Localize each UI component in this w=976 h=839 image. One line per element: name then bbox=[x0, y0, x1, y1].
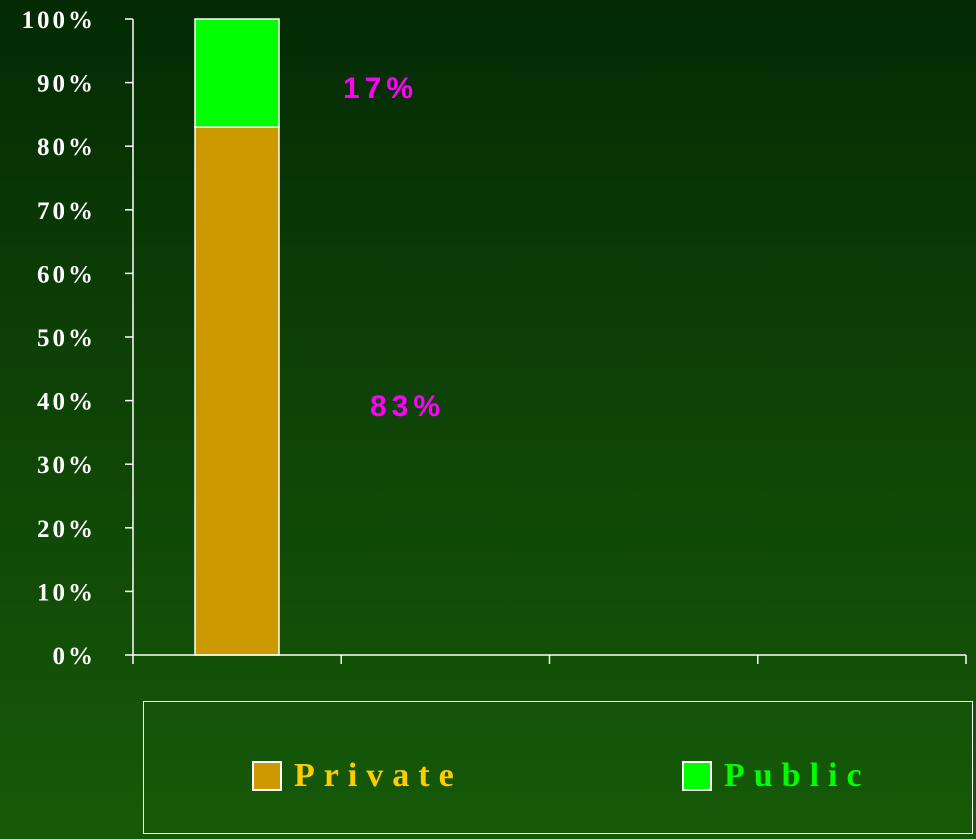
legend-swatch-public bbox=[682, 761, 712, 791]
y-tick-label: 60% bbox=[37, 261, 96, 288]
legend-label-private: Private bbox=[294, 757, 463, 794]
legend-item-private: Private bbox=[252, 759, 463, 793]
y-tick-label: 100% bbox=[22, 7, 97, 34]
y-tick-label: 40% bbox=[37, 389, 96, 416]
y-tick-label: 0% bbox=[53, 643, 97, 670]
data-label-public: 17% bbox=[343, 72, 418, 105]
legend-label-public: Public bbox=[724, 757, 871, 794]
data-label-private: 83% bbox=[370, 390, 445, 423]
bar-public bbox=[194, 18, 280, 128]
legend: Private Public bbox=[143, 701, 973, 834]
y-tick-label: 30% bbox=[37, 452, 96, 479]
bar-private bbox=[194, 126, 280, 656]
y-tick-label: 50% bbox=[37, 325, 96, 352]
y-tick-label: 20% bbox=[37, 516, 96, 543]
legend-item-public: Public bbox=[682, 759, 871, 793]
y-tick-label: 90% bbox=[37, 71, 96, 98]
y-tick-label: 10% bbox=[37, 579, 96, 606]
y-tick-label: 80% bbox=[37, 134, 96, 161]
legend-swatch-private bbox=[252, 761, 282, 791]
bar-chart: 0% 10% 20% 30% 40% 50% 60% 70% 80% 90% 100% 17% 83% bbox=[22, 7, 445, 670]
y-tick-label: 70% bbox=[37, 198, 96, 225]
